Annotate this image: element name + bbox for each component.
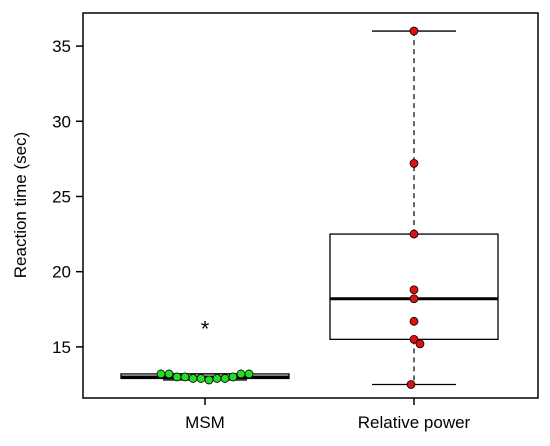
box-1-point-7 (415, 339, 425, 349)
box-0-point-6 (204, 375, 214, 385)
box-1-point-8 (406, 380, 416, 389)
x-tick-label-0: MSM (185, 413, 225, 432)
box-0-point-7 (212, 374, 222, 383)
box-0-point-10 (236, 369, 246, 379)
box-0-point-3 (180, 372, 190, 382)
plot-area: 15 20 25 30 35 MSM Relative power * (52, 12, 539, 432)
box-1-point-5 (409, 316, 419, 326)
box-1-point-6 (409, 334, 419, 344)
box-0-point-0 (156, 369, 166, 379)
box-1-point-4 (409, 294, 419, 304)
y-tick-label-35: 35 (52, 37, 71, 56)
box-0-point-2 (172, 372, 182, 382)
box-1-point-1 (409, 158, 419, 168)
box-1-point-2 (409, 229, 419, 239)
box-0-point-4 (188, 374, 198, 383)
box-0-point-1 (164, 369, 174, 379)
box-0-point-11 (244, 369, 254, 379)
y-axis-label: Reaction time (sec) (11, 132, 30, 278)
box-0-point-5 (196, 374, 206, 383)
box-1-point-0 (409, 26, 419, 36)
box-0-point-8 (220, 374, 230, 383)
x-tick-label-1: Relative power (358, 413, 471, 432)
y-tick-label-30: 30 (52, 112, 71, 131)
plot-frame (82, 12, 539, 399)
y-tick-label-25: 25 (52, 187, 71, 206)
box-0-outlier-0: * (201, 316, 210, 341)
box-1-point-3 (409, 285, 419, 295)
y-tick-label-15: 15 (52, 338, 71, 357)
box-0-point-9 (228, 372, 238, 382)
y-tick-label-20: 20 (52, 263, 71, 282)
